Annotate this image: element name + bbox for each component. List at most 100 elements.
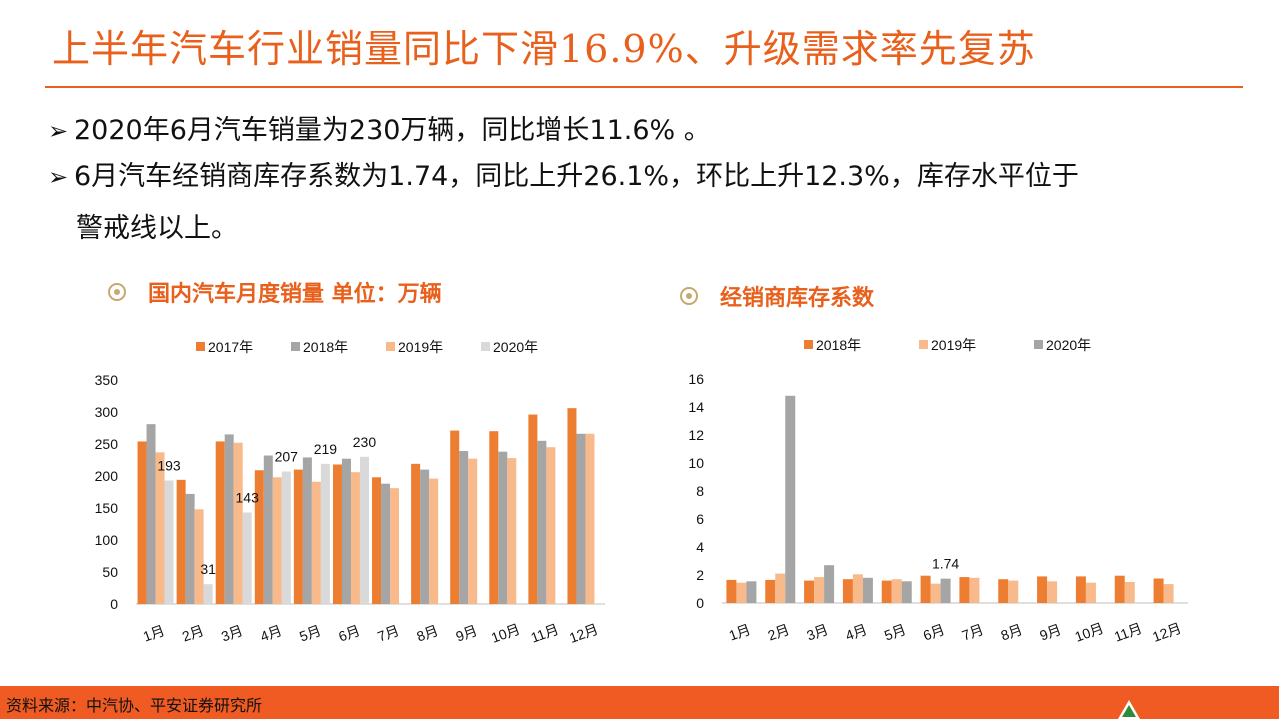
inventory-chart-title: 经销商库存系数 [680,280,874,312]
bar [959,577,970,603]
x-tick-label: 12月 [1150,620,1183,645]
legend-swatch [919,340,928,349]
x-tick-label: 6月 [336,622,362,644]
bar [420,469,430,604]
x-tick-label: 1月 [141,622,167,644]
x-tick-label: 11月 [1112,620,1144,645]
sales-chart-title: 国内汽车月度销量 单位：万辆 [108,276,442,308]
inventory-bar-chart: 0 2 4 6 8 10 12 14 16 1月 2月 3月 4月 5月 6月 7月 8月 9月 10月 11月 12月… [688,337,1188,645]
sales-bar-chart: 0 50 100 150 200 250 300 350 1月 2月 3月 4月 5月 6月 7月 8月 9月 1… [95,339,605,646]
bar [1114,575,1125,603]
bar [468,458,478,604]
circle-bullet-icon [108,283,126,301]
legend-swatch [291,342,300,351]
x-tick-label: 6月 [921,621,947,643]
x-tick-label: 9月 [454,622,480,644]
y-tick-label: 300 [95,404,119,420]
company-logo-icon [1118,700,1140,719]
x-tick-label: 2月 [180,622,206,644]
bar [242,512,252,604]
circle-bullet-icon [680,287,698,305]
data-label: 230 [353,434,377,450]
bar [224,434,234,604]
bar [765,579,776,603]
x-tick-label: 7月 [375,622,401,644]
x-tick-label: 9月 [1037,621,1063,643]
bar [263,455,273,604]
bar [332,464,342,604]
bar [746,581,757,603]
x-tick-label: 10月 [1073,620,1106,645]
bar [176,479,186,604]
bar [1075,576,1086,603]
bar [498,451,508,604]
x-tick-label: 1月 [727,621,753,643]
y-tick-label: 250 [95,436,119,452]
bar [302,457,312,604]
bar [1153,578,1164,603]
y-tick-label: 2 [696,567,704,583]
bar [359,456,369,604]
bar [567,408,577,604]
y-tick-label: 100 [95,532,119,548]
bar [814,577,825,603]
bar [194,509,204,604]
legend-swatch [1034,340,1043,349]
bar [930,583,941,603]
x-tick-label: 8月 [999,621,1025,643]
x-tick-label: 2月 [766,621,792,643]
bar [203,584,213,604]
bar [450,430,460,604]
bar [852,574,863,603]
bar [185,493,195,604]
y-tick-label: 10 [688,455,704,471]
data-label: 1.74 [932,556,959,572]
data-label: 219 [314,441,338,457]
bar [390,488,400,604]
bar [881,580,892,603]
bar [785,395,796,603]
bar [341,458,351,604]
bar [164,480,174,604]
inventory-chart-title-text: 经销商库存系数 [720,286,875,311]
bar [146,424,156,604]
legend-label: 2020年 [493,339,538,355]
legend-label: 2018年 [816,337,861,353]
bar [1047,581,1058,603]
bar [969,577,980,603]
legend-label: 2017年 [208,339,253,355]
y-tick-label: 350 [95,372,119,388]
data-label: 207 [275,449,299,465]
legend-swatch [386,342,395,351]
legend-swatch [196,342,205,351]
bullet-sales-text: 2020年6月汽车销量为230万辆，同比增长11.6% 。 [74,115,711,146]
x-tick-label: 4月 [843,621,869,643]
arrow-bullet-icon: ➢ [48,117,69,145]
footer-source: 资料来源：中汽协、平安证券研究所 [6,696,263,715]
bar [804,580,815,603]
bar [459,451,469,604]
bar [901,581,912,603]
y-tick-label: 0 [696,595,704,611]
legend-swatch [481,342,490,351]
bar [215,441,225,604]
footer-bar [0,686,1279,719]
bar [824,565,835,603]
y-tick-label: 50 [102,564,118,580]
legend-label: 2020年 [1046,337,1091,353]
data-label: 193 [157,457,181,473]
x-tick-label: 4月 [258,622,284,644]
bar [429,478,439,604]
x-tick-label: 3月 [219,622,245,644]
y-tick-label: 0 [110,596,118,612]
data-label: 143 [236,489,260,505]
bar [1008,580,1019,603]
bar [1124,582,1135,603]
x-tick-label: 7月 [960,621,986,643]
bar [998,579,1009,603]
bar [528,414,538,604]
bar [281,471,291,604]
legend-label: 2018年 [303,339,348,355]
bar [137,441,147,604]
arrow-bullet-icon: ➢ [48,163,69,191]
